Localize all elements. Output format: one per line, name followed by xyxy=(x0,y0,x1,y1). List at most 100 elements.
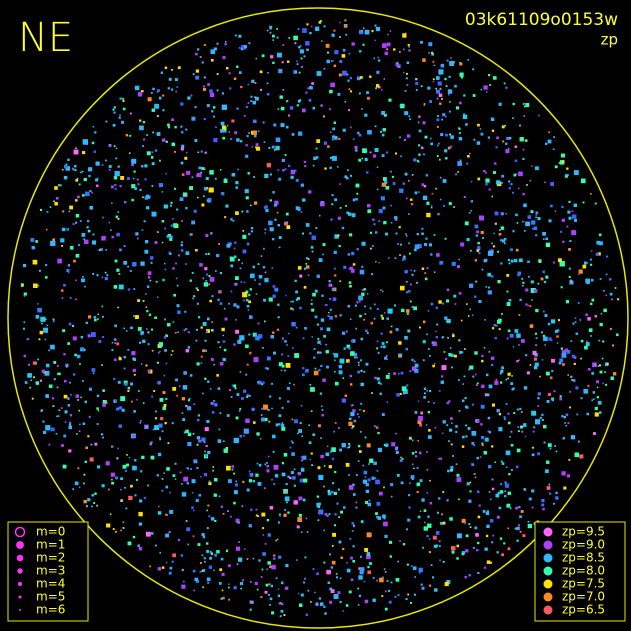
star xyxy=(196,174,199,177)
star xyxy=(116,457,119,459)
star xyxy=(350,174,352,177)
star xyxy=(270,220,272,223)
star xyxy=(140,470,143,473)
star xyxy=(304,577,306,580)
star xyxy=(241,210,244,213)
star xyxy=(361,30,363,32)
star xyxy=(156,474,159,477)
star xyxy=(67,404,71,407)
star xyxy=(190,94,193,97)
star xyxy=(305,41,310,46)
star xyxy=(115,157,118,160)
star xyxy=(181,241,183,244)
star xyxy=(319,392,323,395)
star xyxy=(110,229,112,231)
star xyxy=(404,111,409,116)
star xyxy=(213,493,217,497)
star xyxy=(315,26,320,31)
star xyxy=(285,483,288,486)
star xyxy=(65,163,68,166)
star xyxy=(101,484,105,488)
star xyxy=(573,170,579,175)
star xyxy=(479,215,484,221)
star xyxy=(531,489,535,493)
star xyxy=(111,478,113,481)
star xyxy=(197,289,199,291)
star xyxy=(269,199,272,202)
star xyxy=(98,340,102,343)
star xyxy=(207,83,210,86)
star xyxy=(56,415,58,417)
star xyxy=(421,267,425,270)
star xyxy=(422,195,428,200)
star xyxy=(128,456,131,459)
star xyxy=(323,141,328,145)
star xyxy=(213,106,216,109)
star xyxy=(127,288,130,291)
star xyxy=(280,602,282,604)
star xyxy=(246,135,249,138)
star xyxy=(22,327,25,330)
star xyxy=(273,464,279,470)
star xyxy=(442,113,446,117)
star xyxy=(411,174,414,176)
star xyxy=(479,128,482,130)
star xyxy=(344,394,347,397)
star xyxy=(253,357,259,363)
star xyxy=(162,94,165,97)
star xyxy=(351,404,354,406)
star xyxy=(484,437,489,442)
star xyxy=(278,555,282,559)
star xyxy=(471,431,477,436)
star xyxy=(505,403,508,405)
star xyxy=(469,490,472,493)
star xyxy=(308,441,312,444)
star xyxy=(419,423,422,427)
star xyxy=(311,336,314,338)
star xyxy=(176,86,179,88)
star xyxy=(491,129,495,132)
star xyxy=(465,549,469,553)
star xyxy=(222,596,225,600)
star xyxy=(522,192,525,196)
star xyxy=(476,549,479,552)
star xyxy=(359,50,362,53)
star xyxy=(330,131,332,133)
star xyxy=(171,350,174,352)
star xyxy=(449,347,452,349)
star xyxy=(136,479,138,481)
star xyxy=(222,334,224,337)
star xyxy=(203,85,205,88)
star xyxy=(219,302,223,305)
star xyxy=(470,200,473,203)
star xyxy=(510,248,513,252)
star xyxy=(346,359,350,363)
zp-legend-label: zp=8.5 xyxy=(562,551,605,565)
star xyxy=(539,375,541,378)
star xyxy=(356,474,358,476)
star xyxy=(352,545,355,548)
star xyxy=(246,363,249,366)
star xyxy=(394,257,397,259)
star xyxy=(263,141,266,143)
star xyxy=(426,267,429,270)
star xyxy=(182,192,187,197)
star xyxy=(261,568,264,571)
star xyxy=(159,159,161,162)
star xyxy=(531,453,535,457)
star xyxy=(570,375,573,378)
star xyxy=(458,292,462,295)
star xyxy=(124,469,127,473)
star xyxy=(66,269,70,272)
star xyxy=(81,278,85,283)
star xyxy=(421,232,424,235)
star xyxy=(551,397,555,401)
star xyxy=(139,188,142,191)
star xyxy=(144,249,149,254)
star xyxy=(376,515,379,519)
star xyxy=(247,172,250,175)
star xyxy=(518,187,520,190)
star xyxy=(341,331,346,335)
star xyxy=(458,258,460,261)
star xyxy=(296,63,299,66)
